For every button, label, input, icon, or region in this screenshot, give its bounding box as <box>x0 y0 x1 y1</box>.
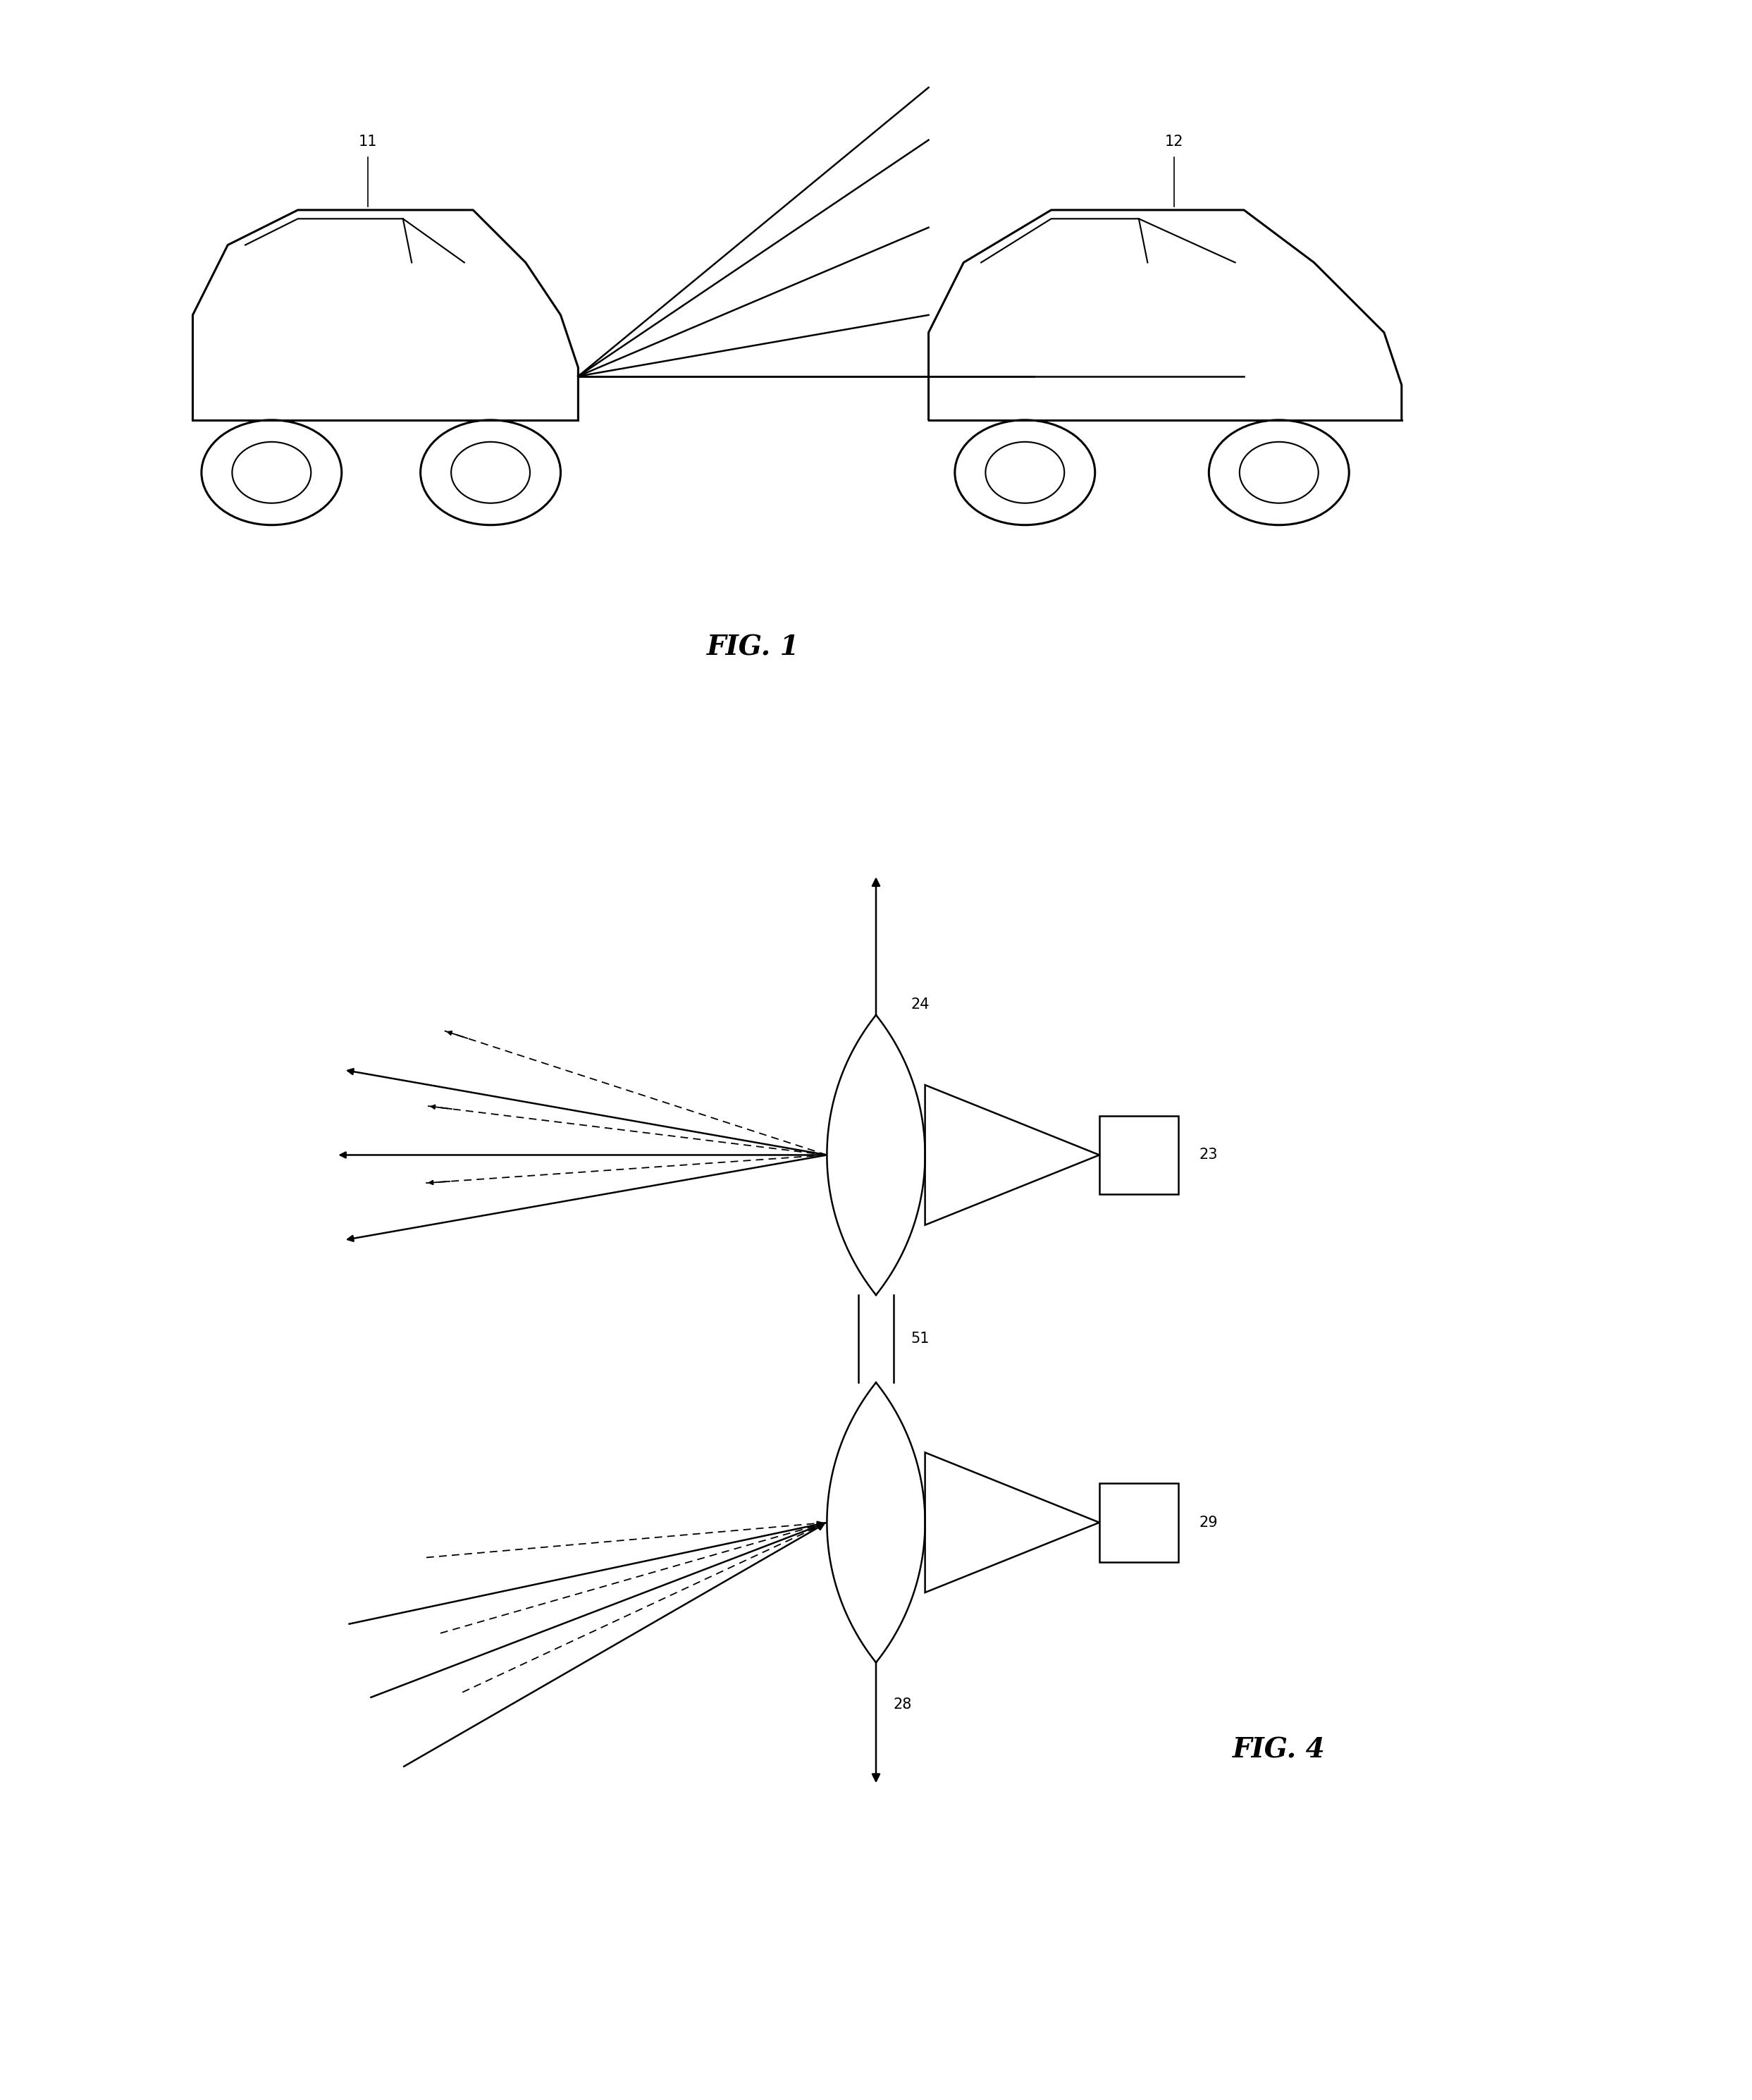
Bar <box>1100 1115 1177 1195</box>
Text: 23: 23 <box>1198 1149 1218 1161</box>
Text: 29: 29 <box>1198 1516 1218 1529</box>
Text: FIG. 1: FIG. 1 <box>708 634 799 662</box>
Text: FIG. 4: FIG. 4 <box>1233 1737 1325 1764</box>
Ellipse shape <box>955 420 1095 525</box>
Ellipse shape <box>201 420 342 525</box>
Bar <box>858 1296 894 1382</box>
Ellipse shape <box>420 420 561 525</box>
Polygon shape <box>827 1014 925 1296</box>
Polygon shape <box>827 1382 925 1663</box>
Text: 24: 24 <box>911 998 930 1012</box>
Ellipse shape <box>1209 420 1349 525</box>
Text: 11: 11 <box>359 134 377 149</box>
Text: 51: 51 <box>911 1331 930 1346</box>
Bar <box>1100 1483 1177 1562</box>
Text: 12: 12 <box>1165 134 1183 149</box>
Text: 28: 28 <box>894 1697 913 1712</box>
